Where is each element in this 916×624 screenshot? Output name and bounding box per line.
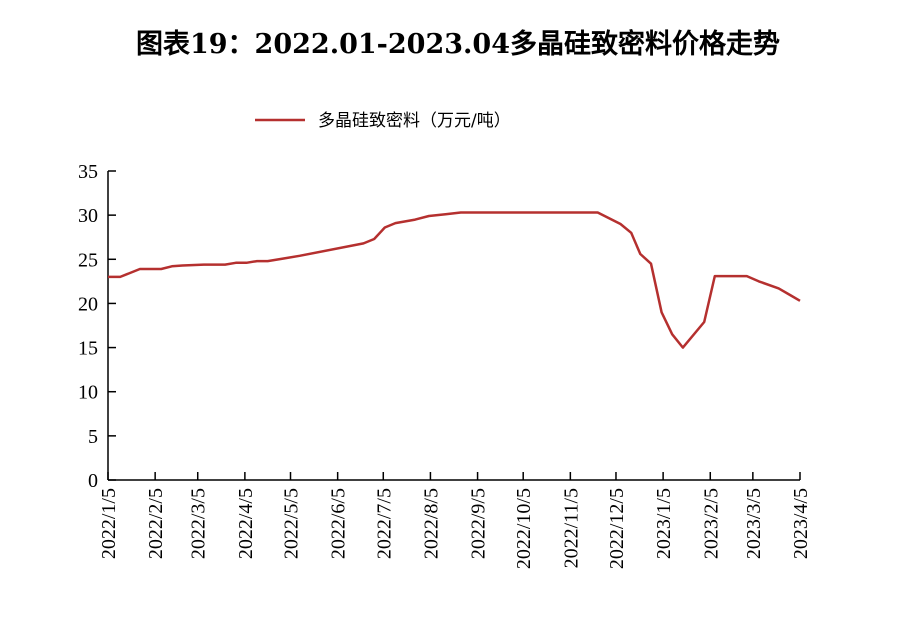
x-tick-label: 2022/8/5: [420, 488, 442, 559]
x-tick-label: 2022/6/5: [328, 488, 350, 559]
legend: 多晶硅致密料（万元/吨）: [255, 111, 511, 131]
y-tick-label: 5: [88, 426, 98, 448]
x-tick-label: 2023/4/5: [790, 488, 812, 559]
x-tick-label: 2023/1/5: [653, 488, 675, 559]
y-tick-label: 10: [78, 382, 98, 404]
x-tick-label: 2022/11/5: [560, 488, 582, 568]
x-tick-label: 2022/7/5: [373, 488, 395, 559]
x-tick-label: 2022/12/5: [606, 488, 628, 569]
y-tick-label: 30: [78, 205, 98, 227]
legend-label: 多晶硅致密料（万元/吨）: [318, 111, 511, 131]
y-tick-label: 0: [88, 470, 98, 492]
series-line: [108, 211, 801, 349]
y-tick-label: 25: [78, 249, 98, 271]
x-tick-label: 2022/2/5: [145, 488, 167, 559]
x-tick-label: 2022/4/5: [235, 488, 257, 559]
x-tick-label: 2023/2/5: [700, 488, 722, 559]
y-tick-label: 20: [78, 293, 98, 315]
x-tick-label: 2022/1/5: [98, 488, 120, 559]
x-tick-label: 2022/9/5: [468, 488, 490, 559]
x-tick-label: 2022/5/5: [281, 488, 303, 559]
x-tick-label: 2023/3/5: [743, 488, 765, 559]
chart-title: 图表19：2022.01-2023.04多晶硅致密料价格走势: [135, 29, 781, 60]
x-tick-label: 2022/3/5: [188, 488, 210, 559]
y-tick-label: 15: [78, 338, 98, 360]
x-tick-label: 2022/10/5: [513, 488, 535, 569]
y-tick-label: 35: [78, 161, 98, 183]
